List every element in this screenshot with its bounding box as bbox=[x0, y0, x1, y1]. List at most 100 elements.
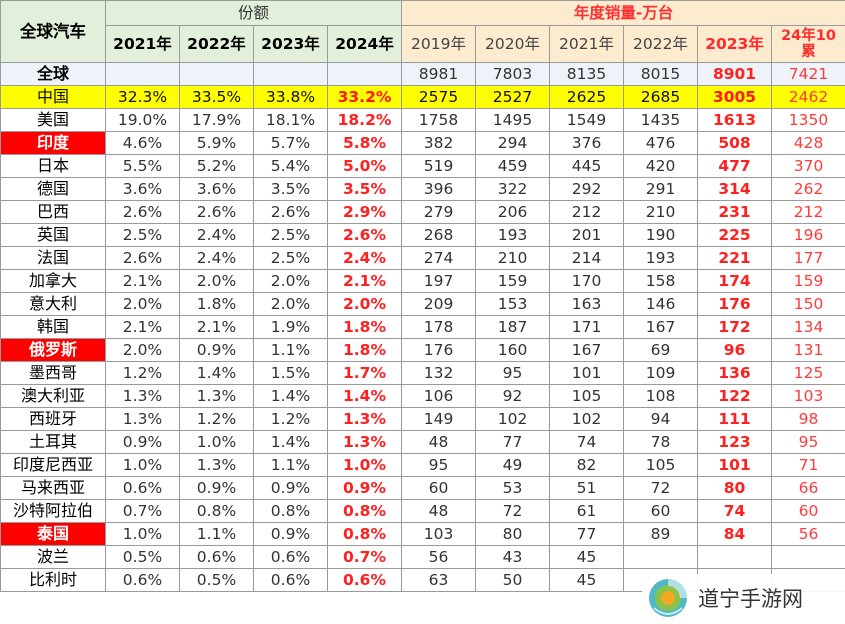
ytd-sales-cell: 212 bbox=[772, 201, 845, 224]
ytd-sales-cell: 131 bbox=[772, 339, 845, 362]
ytd-sales-cell: 262 bbox=[772, 178, 845, 201]
sales-cell: 176 bbox=[698, 293, 772, 316]
sales-cell: 187 bbox=[476, 316, 550, 339]
ytd-sales-cell: 95 bbox=[772, 431, 845, 454]
sales-cell: 82 bbox=[550, 454, 624, 477]
ytd-sales-cell: 60 bbox=[772, 500, 845, 523]
sales-cell: 122 bbox=[698, 385, 772, 408]
country-name-cell: 澳大利亚 bbox=[1, 385, 106, 408]
sales-cell: 49 bbox=[476, 454, 550, 477]
country-name-cell: 英国 bbox=[1, 224, 106, 247]
sales-cell: 8901 bbox=[698, 63, 772, 86]
share-cell: 1.3% bbox=[180, 385, 254, 408]
sales-cell: 92 bbox=[476, 385, 550, 408]
sales-year-header: 2022年 bbox=[624, 26, 698, 63]
share-year-header: 2024年 bbox=[328, 26, 402, 63]
share-cell: 1.2% bbox=[180, 408, 254, 431]
share-cell: 0.7% bbox=[328, 546, 402, 569]
sales-cell: 190 bbox=[624, 224, 698, 247]
share-cell: 0.5% bbox=[180, 569, 254, 592]
sales-cell: 225 bbox=[698, 224, 772, 247]
country-name-cell: 全球 bbox=[1, 63, 106, 86]
sales-cell: 221 bbox=[698, 247, 772, 270]
sales-cell: 508 bbox=[698, 132, 772, 155]
sales-cell: 212 bbox=[550, 201, 624, 224]
sales-cell: 445 bbox=[550, 155, 624, 178]
ytd-sales-cell: 1350 bbox=[772, 109, 845, 132]
share-cell: 1.3% bbox=[328, 431, 402, 454]
sales-cell: 48 bbox=[402, 431, 476, 454]
sales-cell: 51 bbox=[550, 477, 624, 500]
sales-cell: 2685 bbox=[624, 86, 698, 109]
sales-cell: 2575 bbox=[402, 86, 476, 109]
sales-cell: 153 bbox=[476, 293, 550, 316]
sales-cell: 158 bbox=[624, 270, 698, 293]
sales-cell: 170 bbox=[550, 270, 624, 293]
share-cell: 17.9% bbox=[180, 109, 254, 132]
share-cell: 2.5% bbox=[254, 247, 328, 270]
sales-cell: 74 bbox=[698, 500, 772, 523]
share-year-header: 2023年 bbox=[254, 26, 328, 63]
sales-cell: 519 bbox=[402, 155, 476, 178]
sales-cell: 50 bbox=[476, 569, 550, 592]
ytd-sales-cell: 71 bbox=[772, 454, 845, 477]
sales-cell: 210 bbox=[624, 201, 698, 224]
share-cell: 5.4% bbox=[254, 155, 328, 178]
sales-cell: 106 bbox=[402, 385, 476, 408]
sales-cell: 8015 bbox=[624, 63, 698, 86]
country-name-cell: 西班牙 bbox=[1, 408, 106, 431]
share-cell: 1.8% bbox=[328, 339, 402, 362]
share-cell: 2.5% bbox=[106, 224, 180, 247]
sales-cell bbox=[698, 546, 772, 569]
sales-cell: 420 bbox=[624, 155, 698, 178]
sales-cell: 231 bbox=[698, 201, 772, 224]
sales-cell: 149 bbox=[402, 408, 476, 431]
sales-cell: 322 bbox=[476, 178, 550, 201]
share-cell: 5.7% bbox=[254, 132, 328, 155]
country-name-cell: 意大利 bbox=[1, 293, 106, 316]
share-cell: 2.6% bbox=[254, 201, 328, 224]
ytd-sales-cell: 7421 bbox=[772, 63, 845, 86]
sales-cell: 172 bbox=[698, 316, 772, 339]
share-cell: 1.0% bbox=[106, 523, 180, 546]
share-group-header: 份额 bbox=[106, 1, 402, 26]
sales-cell: 2527 bbox=[476, 86, 550, 109]
share-cell: 0.9% bbox=[180, 477, 254, 500]
share-cell: 2.0% bbox=[180, 270, 254, 293]
sales-cell: 80 bbox=[698, 477, 772, 500]
sales-cell: 197 bbox=[402, 270, 476, 293]
share-cell: 1.7% bbox=[328, 362, 402, 385]
sales-cell: 1549 bbox=[550, 109, 624, 132]
share-cell: 0.6% bbox=[106, 569, 180, 592]
sales-cell: 69 bbox=[624, 339, 698, 362]
share-cell: 2.4% bbox=[180, 224, 254, 247]
share-year-header: 2021年 bbox=[106, 26, 180, 63]
sales-cell: 1758 bbox=[402, 109, 476, 132]
sales-cell: 193 bbox=[624, 247, 698, 270]
share-cell: 0.9% bbox=[180, 339, 254, 362]
sales-cell: 60 bbox=[624, 500, 698, 523]
sales-cell: 108 bbox=[624, 385, 698, 408]
sales-cell: 72 bbox=[624, 477, 698, 500]
ytd-sales-cell: 66 bbox=[772, 477, 845, 500]
sales-cell: 72 bbox=[476, 500, 550, 523]
sales-cell: 279 bbox=[402, 201, 476, 224]
share-cell: 1.3% bbox=[106, 385, 180, 408]
share-cell bbox=[106, 63, 180, 86]
share-cell: 0.6% bbox=[328, 569, 402, 592]
share-cell: 1.8% bbox=[180, 293, 254, 316]
share-cell: 18.2% bbox=[328, 109, 402, 132]
sales-cell: 1495 bbox=[476, 109, 550, 132]
sales-cell: 292 bbox=[550, 178, 624, 201]
ytd-header: 24年10累 bbox=[772, 26, 845, 63]
sales-cell: 167 bbox=[550, 339, 624, 362]
watermark: 道宁手游网 bbox=[642, 574, 845, 624]
sales-cell: 274 bbox=[402, 247, 476, 270]
sales-cell: 74 bbox=[550, 431, 624, 454]
sales-cell: 7803 bbox=[476, 63, 550, 86]
